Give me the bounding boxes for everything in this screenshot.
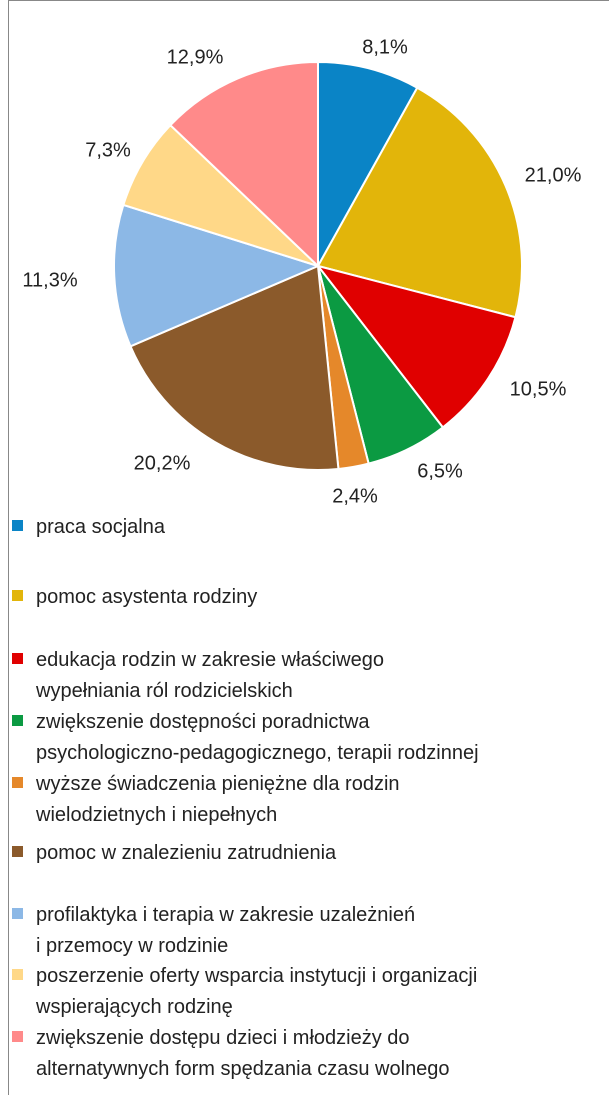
legend-swatch: [12, 908, 23, 919]
legend-label: edukacja rodzin w zakresie właściwego wy…: [36, 649, 384, 702]
data-label: 11,3%: [22, 269, 77, 291]
legend-label: pomoc w znalezieniu zatrudnienia: [36, 842, 337, 864]
legend-swatch: [12, 590, 23, 601]
data-label: 10,5%: [510, 378, 567, 400]
data-label: 7,3%: [85, 139, 131, 161]
data-label: 2,4%: [332, 485, 378, 507]
pie-slice: [315, 264, 517, 429]
legend-label: profilaktyka i terapia w zakresie uzależ…: [36, 904, 416, 957]
pie-slice: [129, 264, 340, 471]
data-labels: 8,1% 21,0% 10,5% 6,5% 2,4% 20,2% 11,3% 7,3% 12,9…: [22, 36, 581, 507]
legend-item: praca socjalna: [12, 512, 607, 543]
pie: [113, 60, 523, 471]
legend-label: pomoc asystenta rodziny: [36, 586, 258, 608]
pie-slice: [168, 60, 319, 269]
pie-slice: [113, 203, 321, 348]
legend-swatch: [12, 777, 23, 788]
legend-item: poszerzenie oferty wsparcia instytucji i…: [12, 961, 607, 1023]
data-label: 21,0%: [525, 164, 582, 186]
legend-label: praca socjalna: [36, 516, 165, 538]
data-label: 6,5%: [417, 460, 463, 482]
pie-slice: [317, 60, 419, 270]
legend-swatch: [12, 1031, 23, 1042]
legend-label: zwiększenie dostępu dzieci i młodzieży d…: [36, 1027, 450, 1080]
legend-item: edukacja rodzin w zakresie właściwego wy…: [12, 645, 607, 707]
legend-swatch: [12, 653, 23, 664]
legend-swatch: [12, 846, 23, 857]
pie-slice: [316, 86, 523, 319]
legend-item: wyższe świadczenia pieniężne dla rodzin …: [12, 769, 607, 831]
legend-swatch: [12, 715, 23, 726]
legend-item: profilaktyka i terapia w zakresie uzależ…: [12, 900, 607, 962]
legend-label: wyższe świadczenia pieniężne dla rodzin …: [36, 773, 400, 826]
legend-item: pomoc asystenta rodziny: [12, 582, 607, 613]
legend-item: zwiększenie dostępu dzieci i młodzieży d…: [12, 1023, 607, 1085]
data-label: 20,2%: [134, 452, 191, 474]
legend-label: poszerzenie oferty wsparcia instytucji i…: [36, 965, 478, 1018]
legend-item: pomoc w znalezieniu zatrudnienia: [12, 838, 607, 869]
legend-swatch: [12, 969, 23, 980]
legend-label: zwiększenie dostępności poradnictwa psyc…: [36, 711, 479, 764]
data-label: 8,1%: [362, 36, 408, 58]
legend-item: zwiększenie dostępności poradnictwa psyc…: [12, 707, 607, 769]
data-label: 12,9%: [167, 46, 224, 68]
legend-swatch: [12, 520, 23, 531]
